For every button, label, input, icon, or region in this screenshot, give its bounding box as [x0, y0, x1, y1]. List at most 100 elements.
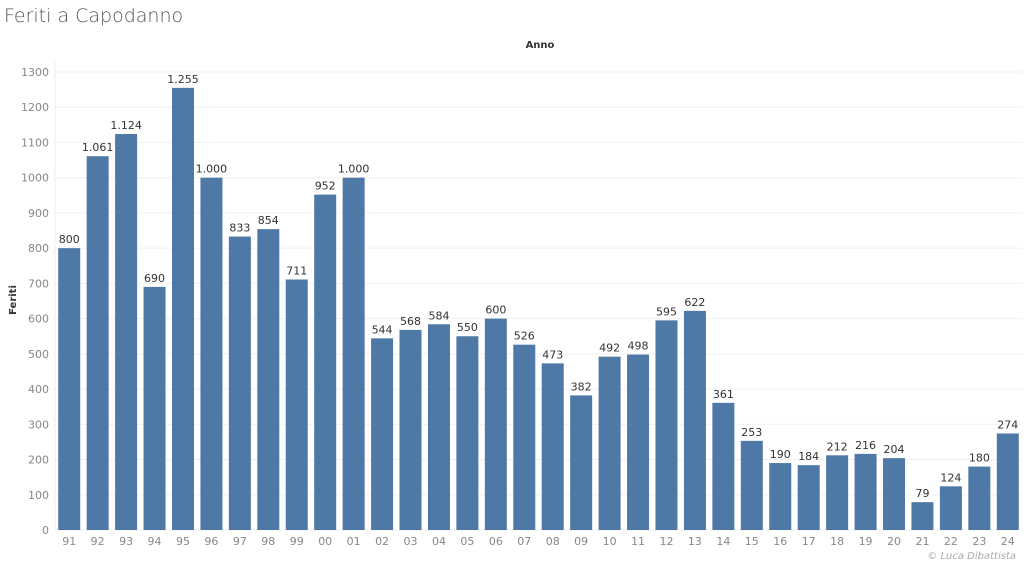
y-tick-label: 100 — [28, 489, 49, 502]
x-tick-label: 18 — [830, 535, 844, 548]
x-tick-label: 23 — [972, 535, 986, 548]
x-tick-label: 04 — [432, 535, 446, 548]
x-tick-label: 06 — [489, 535, 503, 548]
data-label: 854 — [258, 214, 279, 227]
bar-05[interactable] — [456, 336, 479, 530]
bar-91[interactable] — [58, 248, 81, 530]
bar-97[interactable] — [228, 236, 251, 530]
bar-95[interactable] — [171, 87, 194, 530]
x-tick-label: 12 — [659, 535, 673, 548]
bar-20[interactable] — [883, 458, 906, 530]
bar-16[interactable] — [769, 463, 792, 530]
x-tick-label: 08 — [546, 535, 560, 548]
bar-08[interactable] — [541, 363, 564, 530]
y-tick-label: 500 — [28, 348, 49, 361]
y-tick-label: 1300 — [21, 66, 49, 79]
bar-12[interactable] — [655, 320, 678, 530]
credit: © Luca Dibattista — [927, 551, 1016, 562]
y-tick-label: 900 — [28, 207, 49, 220]
bar-98[interactable] — [257, 229, 280, 531]
bar-94[interactable] — [143, 286, 166, 530]
x-tick-label: 98 — [261, 535, 275, 548]
data-label: 1.000 — [338, 163, 370, 176]
x-tick-label: 00 — [318, 535, 332, 548]
data-label: 492 — [599, 342, 620, 355]
bar-15[interactable] — [740, 440, 763, 530]
x-tick-label: 99 — [290, 535, 304, 548]
bar-22[interactable] — [939, 486, 962, 530]
y-tick-label: 300 — [28, 418, 49, 431]
bar-93[interactable] — [115, 134, 138, 530]
x-axis-title: Anno — [526, 40, 555, 51]
data-label: 180 — [969, 452, 990, 465]
x-tick-label: 10 — [603, 535, 617, 548]
x-tick-label: 13 — [688, 535, 702, 548]
bar-92[interactable] — [86, 156, 109, 530]
data-label: 800 — [59, 233, 80, 246]
x-tick-label: 17 — [802, 535, 816, 548]
data-label: 1.061 — [82, 141, 114, 154]
data-label: 600 — [485, 304, 506, 317]
data-label: 79 — [915, 487, 929, 500]
data-label: 711 — [286, 265, 307, 278]
data-label: 212 — [827, 440, 848, 453]
x-tick-label: 07 — [517, 535, 531, 548]
bar-06[interactable] — [484, 318, 507, 530]
data-label: 498 — [628, 340, 649, 353]
x-tick-label: 03 — [404, 535, 418, 548]
bar-17[interactable] — [797, 465, 820, 530]
x-tick-label: 93 — [119, 535, 133, 548]
bar-02[interactable] — [371, 338, 394, 530]
data-label: 833 — [229, 222, 250, 235]
y-tick-label: 0 — [42, 524, 49, 537]
data-label: 526 — [514, 330, 535, 343]
data-label: 1.255 — [167, 73, 199, 86]
data-label: 274 — [997, 418, 1018, 431]
bar-24[interactable] — [996, 433, 1019, 530]
data-label: 184 — [798, 450, 819, 463]
x-tick-label: 19 — [859, 535, 873, 548]
y-tick-label: 1100 — [21, 136, 49, 149]
y-tick-label: 1200 — [21, 101, 49, 114]
bar-18[interactable] — [826, 455, 849, 530]
data-label: 1.124 — [110, 119, 142, 132]
data-label: 473 — [542, 348, 563, 361]
data-label: 690 — [144, 272, 165, 285]
bar-07[interactable] — [513, 344, 536, 530]
data-label: 382 — [571, 380, 592, 393]
x-tick-label: 05 — [460, 535, 474, 548]
y-tick-label: 700 — [28, 277, 49, 290]
bar-10[interactable] — [598, 356, 621, 530]
x-tick-label: 15 — [745, 535, 759, 548]
data-label: 253 — [741, 426, 762, 439]
bar-21[interactable] — [911, 502, 934, 530]
data-label: 584 — [428, 309, 449, 322]
y-tick-label: 400 — [28, 383, 49, 396]
bar-19[interactable] — [854, 453, 877, 530]
bar-00[interactable] — [314, 194, 337, 530]
bar-03[interactable] — [399, 329, 422, 530]
bar-01[interactable] — [342, 177, 365, 530]
bar-11[interactable] — [627, 354, 650, 530]
y-axis-title: Feriti — [8, 285, 19, 315]
bar-96[interactable] — [200, 177, 223, 530]
bar-13[interactable] — [683, 310, 706, 530]
x-tick-label: 22 — [944, 535, 958, 548]
bar-14[interactable] — [712, 402, 735, 530]
x-tick-label: 16 — [773, 535, 787, 548]
bar-23[interactable] — [968, 466, 991, 530]
x-tick-label: 14 — [716, 535, 730, 548]
x-tick-label: 91 — [62, 535, 76, 548]
x-tick-label: 01 — [347, 535, 361, 548]
data-label: 550 — [457, 321, 478, 334]
data-label: 952 — [315, 180, 336, 193]
bar-04[interactable] — [427, 324, 450, 530]
x-tick-label: 24 — [1001, 535, 1015, 548]
data-label: 544 — [372, 323, 393, 336]
data-label: 124 — [940, 471, 961, 484]
bar-09[interactable] — [570, 395, 593, 530]
x-tick-label: 21 — [915, 535, 929, 548]
data-label: 568 — [400, 315, 421, 328]
x-tick-label: 96 — [204, 535, 218, 548]
bar-99[interactable] — [285, 279, 308, 530]
